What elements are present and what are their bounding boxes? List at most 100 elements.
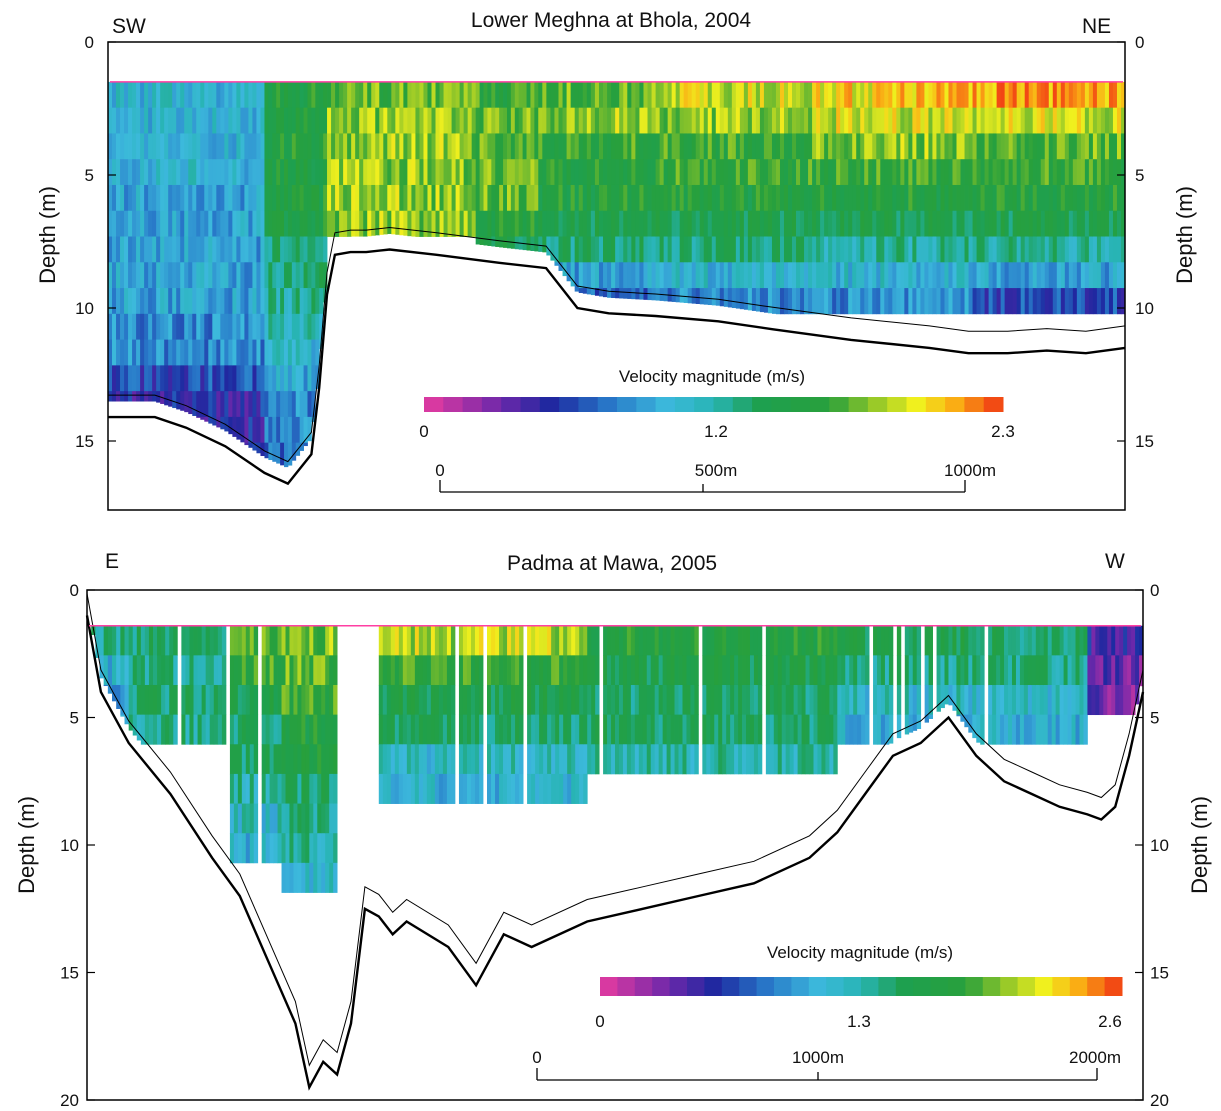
velocity-cell <box>812 184 817 212</box>
velocity-cell <box>411 159 416 186</box>
y-tick-label-left: 5 <box>70 709 79 728</box>
velocity-cell <box>1100 81 1106 109</box>
velocity-cell <box>359 159 364 186</box>
velocity-cell <box>948 159 953 186</box>
velocity-cell <box>325 803 330 834</box>
velocity-cell <box>128 133 133 160</box>
velocity-cell <box>371 133 376 160</box>
velocity-cell <box>888 655 894 686</box>
velocity-cell <box>912 262 917 289</box>
velocity-cell <box>164 236 169 263</box>
velocity-cell <box>877 684 882 716</box>
velocity-cell <box>507 625 512 656</box>
velocity-cell <box>860 107 865 134</box>
velocity-cell <box>1119 684 1124 716</box>
velocity-cell <box>289 833 294 864</box>
velocity-cell <box>563 773 568 804</box>
velocity-cell <box>220 107 225 134</box>
velocity-cell <box>679 288 685 303</box>
velocity-cell <box>208 288 213 315</box>
velocity-cell <box>1004 159 1010 186</box>
velocity-cell <box>363 107 368 134</box>
velocity-cell <box>1116 210 1122 237</box>
velocity-cell <box>670 625 675 656</box>
velocity-cell <box>248 365 253 392</box>
velocity-cell <box>813 714 818 745</box>
velocity-cell <box>707 81 713 109</box>
velocity-cell <box>237 714 243 745</box>
velocity-cell <box>244 391 249 418</box>
velocity-cell <box>956 714 961 717</box>
velocity-cell <box>260 159 265 186</box>
velocity-cell <box>630 714 636 745</box>
velocity-cell <box>611 744 616 775</box>
velocity-cell <box>317 625 322 656</box>
velocity-cell <box>948 236 953 263</box>
velocity-cell <box>124 184 129 212</box>
velocity-cell <box>116 684 121 709</box>
velocity-cell <box>204 339 209 366</box>
velocity-cell <box>180 262 185 289</box>
velocity-cell <box>1076 210 1082 237</box>
velocity-cell <box>820 133 825 160</box>
velocity-cell <box>828 159 833 186</box>
velocity-cell <box>804 107 809 134</box>
velocity-cell <box>281 684 286 716</box>
velocity-cell <box>638 684 644 716</box>
velocity-cell <box>884 684 890 716</box>
colorbar-swatch <box>930 977 949 996</box>
velocity-cell <box>734 714 739 745</box>
velocity-cell <box>335 81 340 109</box>
velocity-cell <box>273 684 278 716</box>
velocity-cell <box>518 107 524 134</box>
velocity-cell <box>611 714 616 745</box>
velocity-cell <box>276 262 281 289</box>
velocity-cell <box>711 133 717 160</box>
velocity-cell <box>796 288 801 315</box>
velocity-cell <box>305 833 310 864</box>
velocity-cell <box>836 236 841 263</box>
velocity-cell <box>116 133 121 160</box>
velocity-cell <box>1080 236 1086 263</box>
velocity-cell <box>876 159 881 186</box>
velocity-cell <box>124 262 129 289</box>
velocity-cell <box>136 684 142 716</box>
velocity-cell <box>590 133 596 160</box>
velocity-cell <box>311 210 316 237</box>
velocity-cell <box>212 391 217 418</box>
velocity-cell <box>658 655 664 686</box>
velocity-cell <box>654 655 660 686</box>
velocity-cell <box>1104 288 1110 315</box>
velocity-cell <box>747 133 753 160</box>
velocity-cell <box>884 236 889 263</box>
velocity-cell <box>900 262 905 289</box>
velocity-cell <box>108 184 113 212</box>
velocity-cell <box>662 655 668 686</box>
velocity-cell <box>256 288 261 315</box>
velocity-cell <box>968 288 973 315</box>
velocity-cell <box>800 288 805 315</box>
velocity-cell <box>654 714 660 745</box>
velocity-cell <box>928 288 933 315</box>
velocity-cell <box>666 744 671 775</box>
velocity-cell <box>1088 262 1094 289</box>
velocity-cell <box>1135 625 1140 656</box>
velocity-cell <box>471 81 477 109</box>
velocity-cell <box>747 210 753 237</box>
velocity-cell <box>311 288 316 315</box>
velocity-cell <box>264 442 269 459</box>
velocity-cell <box>763 236 769 263</box>
velocity-cell <box>888 107 893 134</box>
velocity-cell <box>224 288 229 315</box>
velocity-cell <box>892 184 897 212</box>
velocity-cell <box>646 744 652 775</box>
velocity-cell <box>333 655 338 686</box>
velocity-cell <box>256 210 261 237</box>
velocity-cell <box>463 159 469 186</box>
velocity-cell <box>877 714 882 745</box>
velocity-cell <box>1043 655 1049 686</box>
velocity-cell <box>900 236 905 263</box>
velocity-cell <box>1028 288 1034 315</box>
velocity-cell <box>623 81 628 109</box>
velocity-cell <box>136 133 141 160</box>
